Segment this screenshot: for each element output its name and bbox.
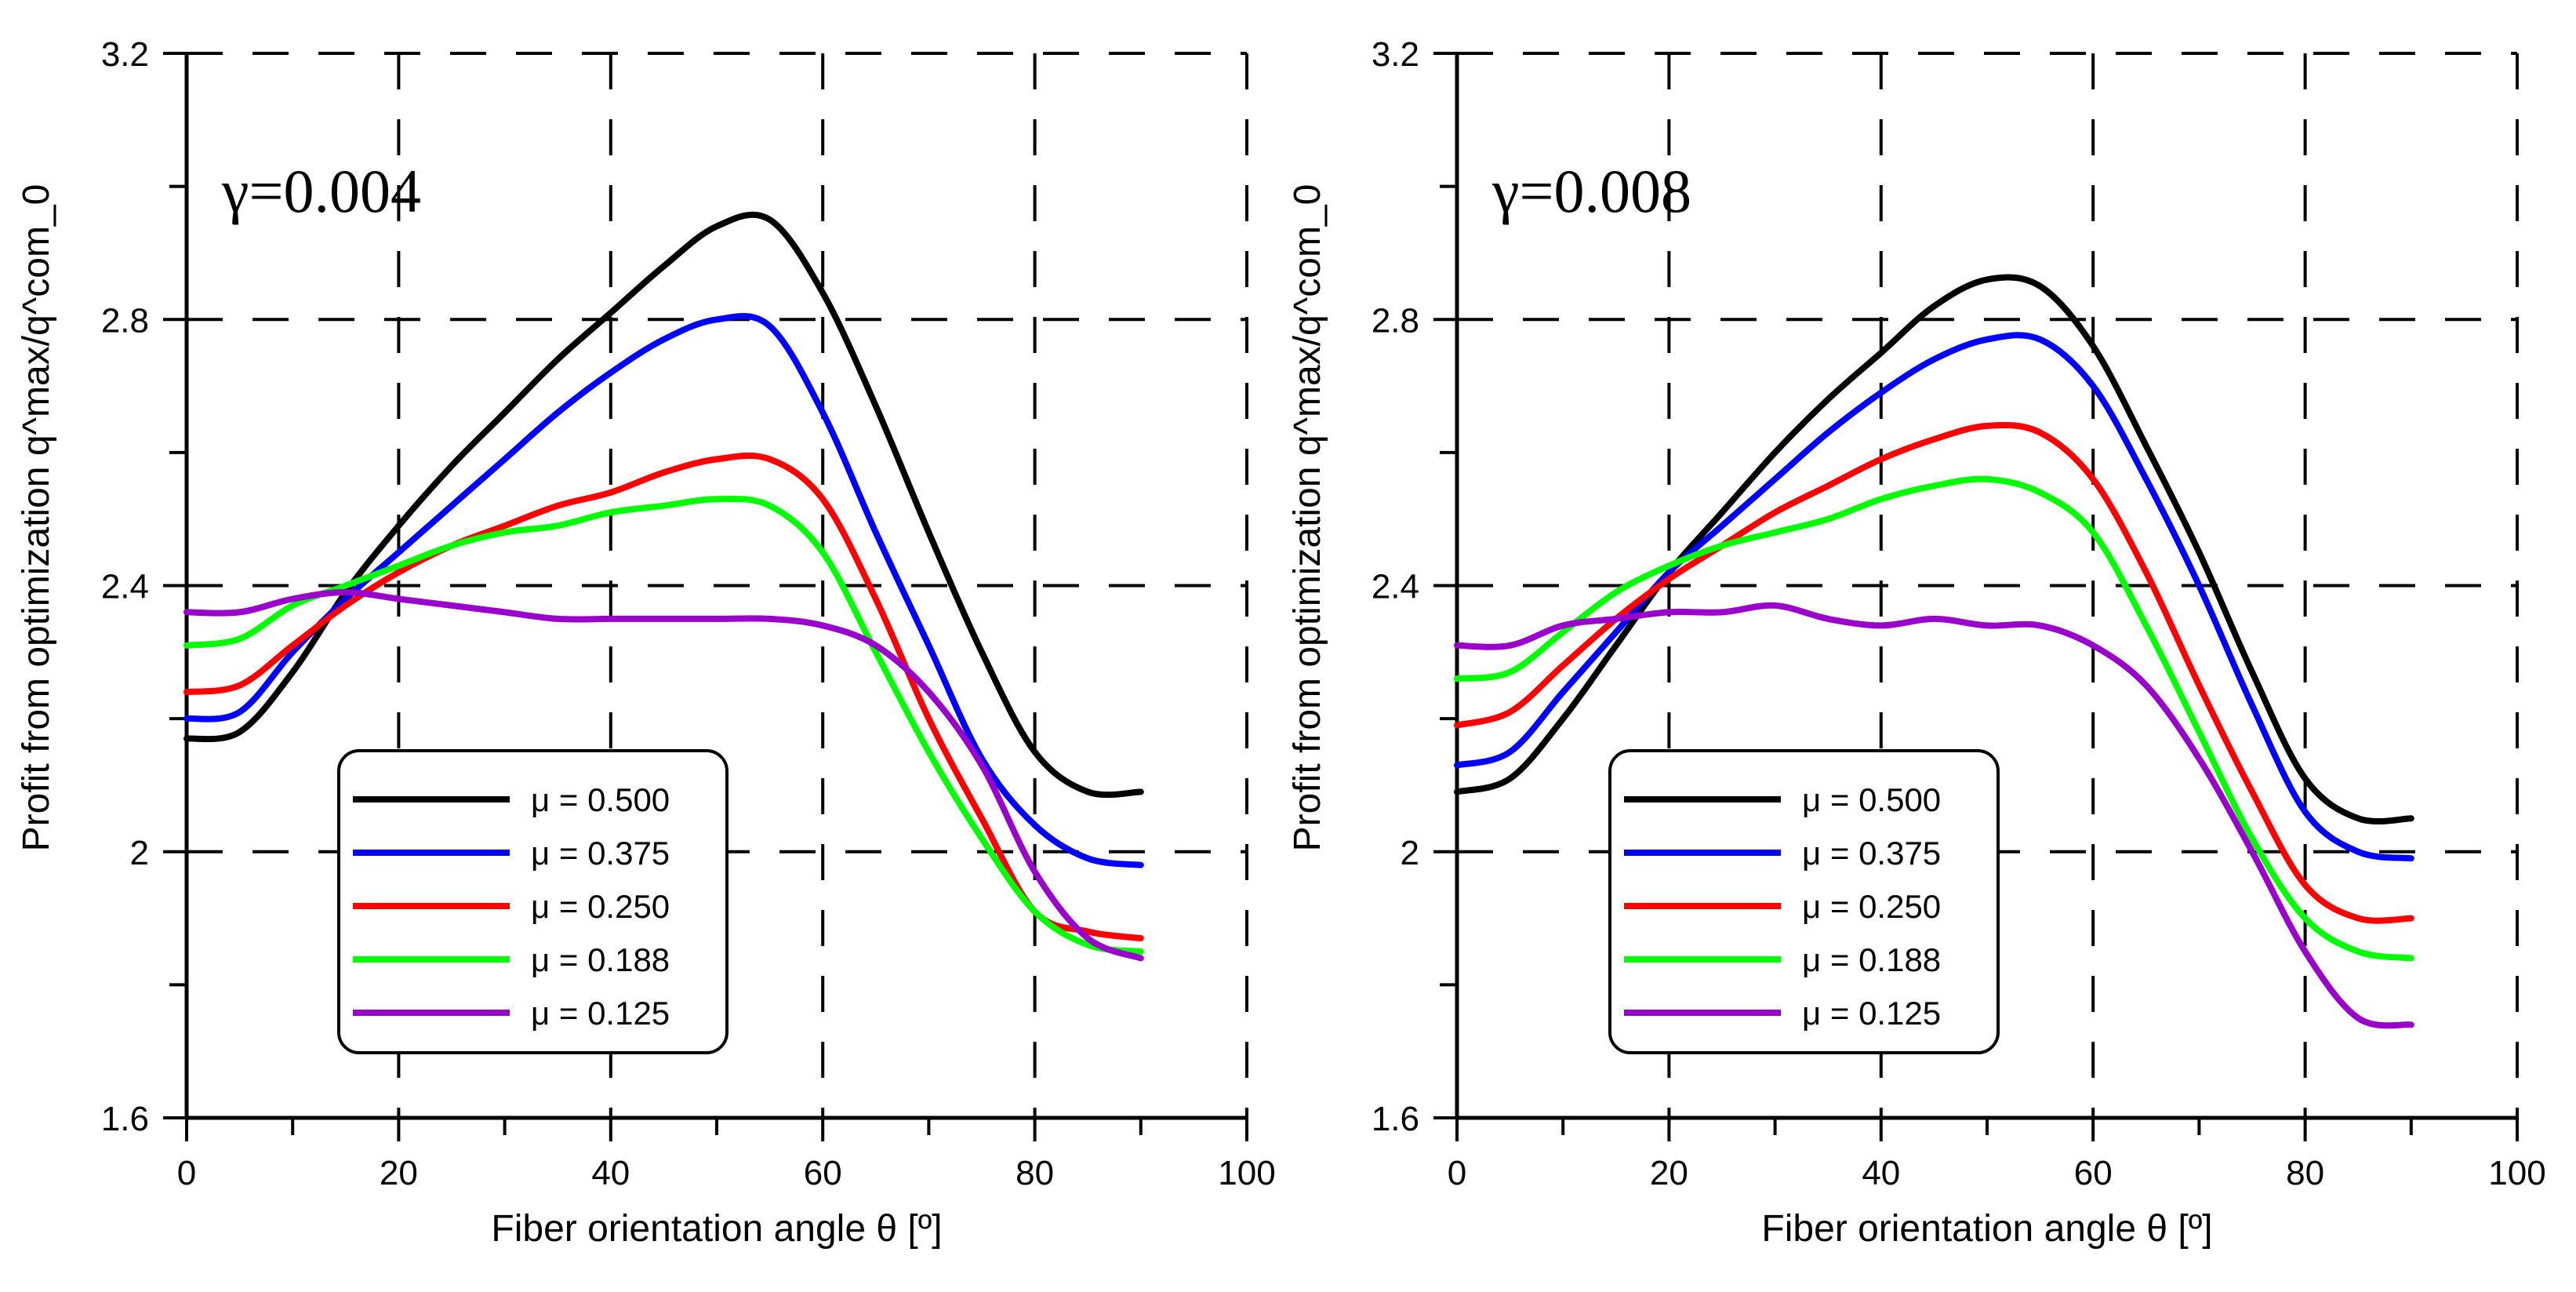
legend-label: μ = 0.125	[531, 995, 670, 1032]
series-line-4	[1454, 602, 2414, 1029]
y-tick-label: 3.2	[101, 35, 149, 74]
y-tick-label: 2.8	[101, 301, 149, 340]
y-axis-title: Profit from optimization q^max/q^com_0	[1287, 184, 1328, 852]
x-tick-label: 80	[2286, 1154, 2324, 1192]
legend-label: μ = 0.500	[1802, 781, 1941, 818]
x-tick-label: 40	[1862, 1154, 1900, 1192]
series-lines	[183, 211, 1144, 962]
x-tick-label: 100	[2488, 1154, 2545, 1192]
y-axis-title: Profit from optimization q^max/q^com_0	[16, 184, 57, 852]
y-tick-label: 1.6	[101, 1100, 149, 1138]
legend-label: μ = 0.250	[1802, 888, 1941, 925]
y-tick-label: 2.4	[101, 568, 149, 606]
series-line-0	[1454, 274, 2414, 825]
legend-label: μ = 0.188	[1802, 941, 1941, 978]
gamma-annotation: γ=0.004	[221, 157, 421, 225]
legend-label: μ = 0.125	[1802, 995, 1941, 1032]
y-tick-label: 3.2	[1372, 35, 1419, 74]
legend: μ = 0.500 μ = 0.375 μ = 0.250 μ = 0.188 μ = …	[1608, 749, 2000, 1054]
legend: μ = 0.500 μ = 0.375 μ = 0.250 μ = 0.188 μ = …	[337, 749, 728, 1054]
series-line-4	[183, 589, 1144, 962]
x-axis-title: Fiber orientation angle θ [º]	[491, 1208, 942, 1250]
series-line-1	[183, 313, 1144, 868]
y-tick-label: 2.4	[1372, 568, 1419, 606]
y-tick-label: 2	[1401, 834, 1419, 872]
x-axis-title: Fiber orientation angle θ [º]	[1761, 1208, 2212, 1250]
y-tick-label: 2	[130, 834, 149, 872]
chart-panel-right: 0 20 40 60 80 100 1.6 2 2.4 2.8 3.2 Fiber orientati…	[1287, 35, 2546, 1250]
legend-label: μ = 0.375	[1802, 835, 1941, 872]
legend-label: μ = 0.375	[531, 835, 670, 872]
legend-label: μ = 0.250	[531, 888, 670, 925]
x-tick-label: 60	[804, 1154, 842, 1192]
legend-label: μ = 0.500	[531, 781, 670, 818]
x-tick-label: 20	[1650, 1154, 1688, 1192]
x-tick-label: 20	[380, 1154, 418, 1192]
x-tick-label: 100	[1218, 1154, 1275, 1192]
series-lines	[1454, 274, 2414, 1029]
series-line-1	[1454, 332, 2414, 862]
legend-box	[1608, 749, 2000, 1054]
x-tick-label: 60	[2074, 1154, 2113, 1192]
gamma-annotation: γ=0.008	[1491, 157, 1691, 225]
legend-box	[337, 749, 728, 1054]
chart-panel-left: 0 20 40 60 80 100 1.6 2 2.4 2.8 3.2 Fiber orientati…	[16, 35, 1276, 1250]
legend-label: μ = 0.188	[531, 941, 670, 978]
x-tick-label: 0	[177, 1154, 196, 1192]
y-tick-label: 1.6	[1372, 1100, 1419, 1138]
x-tick-label: 40	[591, 1154, 630, 1192]
series-line-3	[1454, 475, 2414, 962]
series-line-2	[183, 452, 1144, 941]
y-tick-label: 2.8	[1372, 301, 1419, 340]
x-tick-label: 0	[1448, 1154, 1466, 1192]
series-line-3	[183, 495, 1144, 955]
x-tick-label: 80	[1016, 1154, 1054, 1192]
